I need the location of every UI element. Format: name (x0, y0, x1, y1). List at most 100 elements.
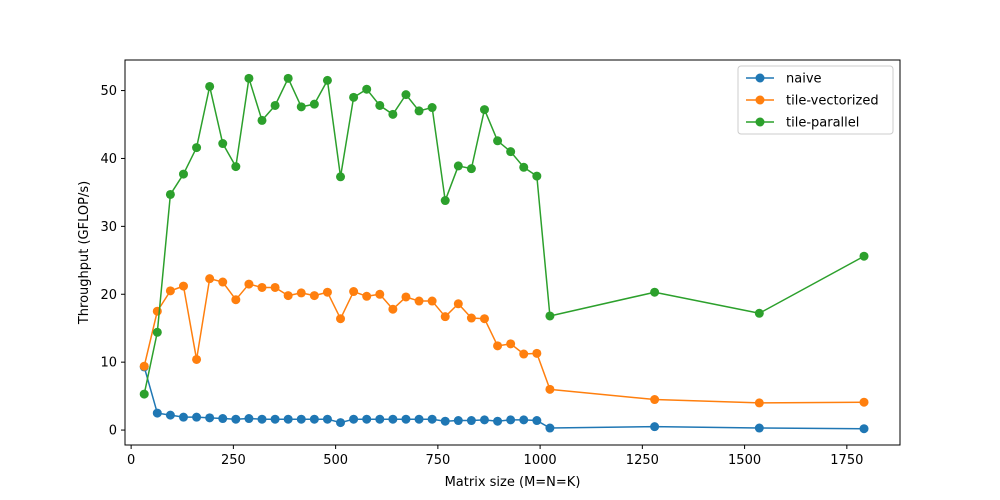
data-point (414, 296, 424, 306)
data-point (532, 416, 542, 426)
data-point (192, 143, 202, 153)
data-point (650, 395, 660, 405)
data-point (165, 286, 175, 296)
legend-item-naive: naive (746, 72, 822, 87)
y-tick-label: 40 (100, 152, 117, 167)
data-point (349, 92, 359, 102)
x-tick-label: 1250 (626, 453, 659, 468)
data-point (650, 422, 660, 432)
data-point (257, 282, 267, 292)
data-point (506, 339, 516, 349)
data-point (178, 281, 188, 291)
data-point (283, 291, 293, 301)
series-layer (139, 73, 869, 434)
data-point (283, 73, 293, 83)
data-point (244, 414, 254, 424)
data-point (309, 414, 319, 424)
data-point (375, 289, 385, 299)
data-point (362, 84, 372, 94)
data-point (427, 103, 437, 113)
data-point (205, 274, 215, 284)
data-point (859, 397, 869, 407)
data-point (479, 415, 489, 425)
x-tick-label: 1500 (728, 453, 761, 468)
data-point (362, 291, 372, 301)
data-point (493, 136, 503, 146)
data-point (545, 384, 555, 394)
data-point (349, 287, 359, 297)
series-tile-parallel (139, 73, 869, 399)
data-point (322, 414, 332, 424)
data-point (859, 251, 869, 261)
data-point (479, 314, 489, 324)
data-point (519, 162, 529, 172)
x-tick-label: 250 (221, 453, 246, 468)
legend-marker (755, 73, 765, 83)
data-point (859, 424, 869, 434)
data-point (165, 189, 175, 199)
data-point (336, 314, 346, 324)
data-point (401, 292, 411, 302)
data-point (545, 423, 555, 433)
data-point (152, 408, 162, 418)
x-tick-label: 1750 (830, 453, 863, 468)
data-point (532, 348, 542, 358)
data-point (309, 99, 319, 109)
data-point (388, 109, 398, 119)
x-axis-label: Matrix size (M=N=K) (445, 475, 581, 490)
data-point (270, 100, 280, 110)
data-point (532, 171, 542, 181)
data-point (650, 287, 660, 297)
data-point (192, 412, 202, 422)
data-point (257, 414, 267, 424)
data-point (270, 282, 280, 292)
legend-item-tile-parallel: tile-parallel (746, 116, 859, 131)
data-point (205, 413, 215, 423)
data-point (401, 414, 411, 424)
series-naive (139, 362, 869, 434)
data-point (192, 354, 202, 364)
legend-label: tile-vectorized (786, 94, 879, 109)
data-point (139, 389, 149, 399)
x-tick-label: 500 (323, 453, 348, 468)
legend-label: naive (786, 72, 822, 87)
y-tick-label: 0 (109, 424, 117, 439)
data-point (440, 196, 450, 206)
legend-label: tile-parallel (786, 116, 859, 131)
data-point (362, 414, 372, 424)
data-point (349, 414, 359, 424)
legend-item-tile-vectorized: tile-vectorized (746, 94, 879, 109)
data-point (270, 414, 280, 424)
data-point (401, 90, 411, 100)
data-point (440, 312, 450, 322)
data-point (178, 412, 188, 422)
data-point (244, 73, 254, 83)
data-point (244, 279, 254, 289)
data-point (414, 106, 424, 116)
data-point (139, 361, 149, 371)
data-point (165, 410, 175, 420)
data-point (754, 308, 764, 318)
y-axis-label: Throughput (GFLOP/s) (77, 181, 92, 325)
data-point (336, 418, 346, 428)
data-point (336, 172, 346, 182)
series-line-tile-vectorized (143, 277, 865, 404)
y-tick-label: 50 (100, 84, 117, 99)
data-point (466, 164, 476, 174)
legend: naive tile-vectorized tile-parallel (737, 65, 894, 135)
data-point (322, 287, 332, 297)
data-point (493, 341, 503, 351)
data-point (440, 416, 450, 426)
data-point (296, 414, 306, 424)
y-axis: 0 10 20 30 40 50 (100, 84, 125, 439)
data-point (466, 416, 476, 426)
data-point (322, 75, 332, 85)
data-point (506, 415, 516, 425)
data-point (296, 102, 306, 112)
data-point (493, 416, 503, 426)
data-point (414, 414, 424, 424)
x-tick-label: 1000 (524, 453, 557, 468)
data-point (152, 306, 162, 316)
data-point (309, 291, 319, 301)
